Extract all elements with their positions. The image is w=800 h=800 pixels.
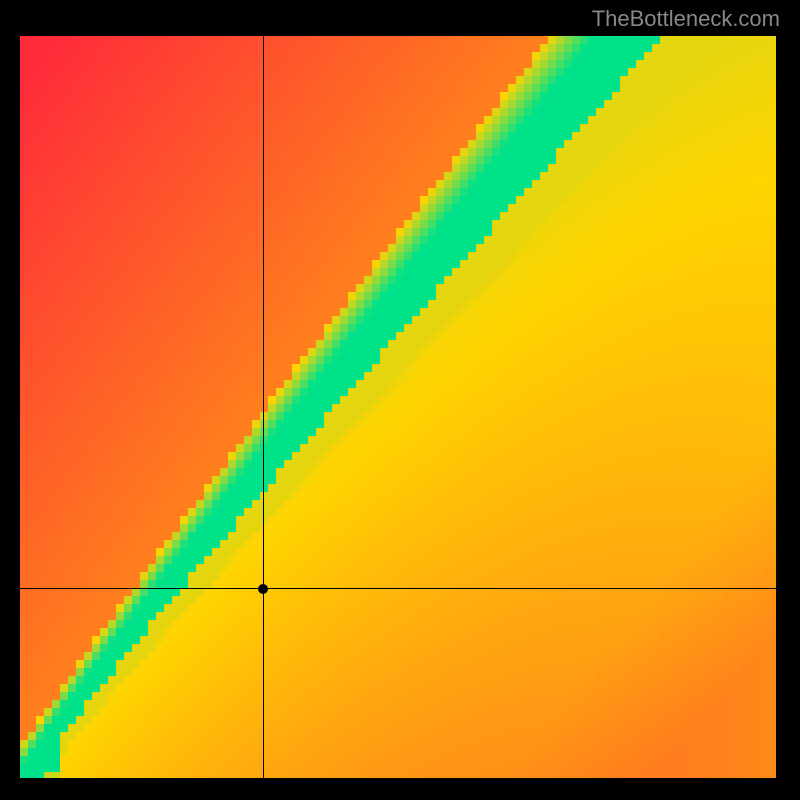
selection-marker — [258, 584, 268, 594]
crosshair-vertical — [263, 36, 264, 778]
heatmap-canvas — [20, 36, 776, 778]
crosshair-horizontal — [20, 588, 776, 589]
bottleneck-heatmap — [20, 36, 776, 778]
watermark-text: TheBottleneck.com — [592, 6, 780, 32]
